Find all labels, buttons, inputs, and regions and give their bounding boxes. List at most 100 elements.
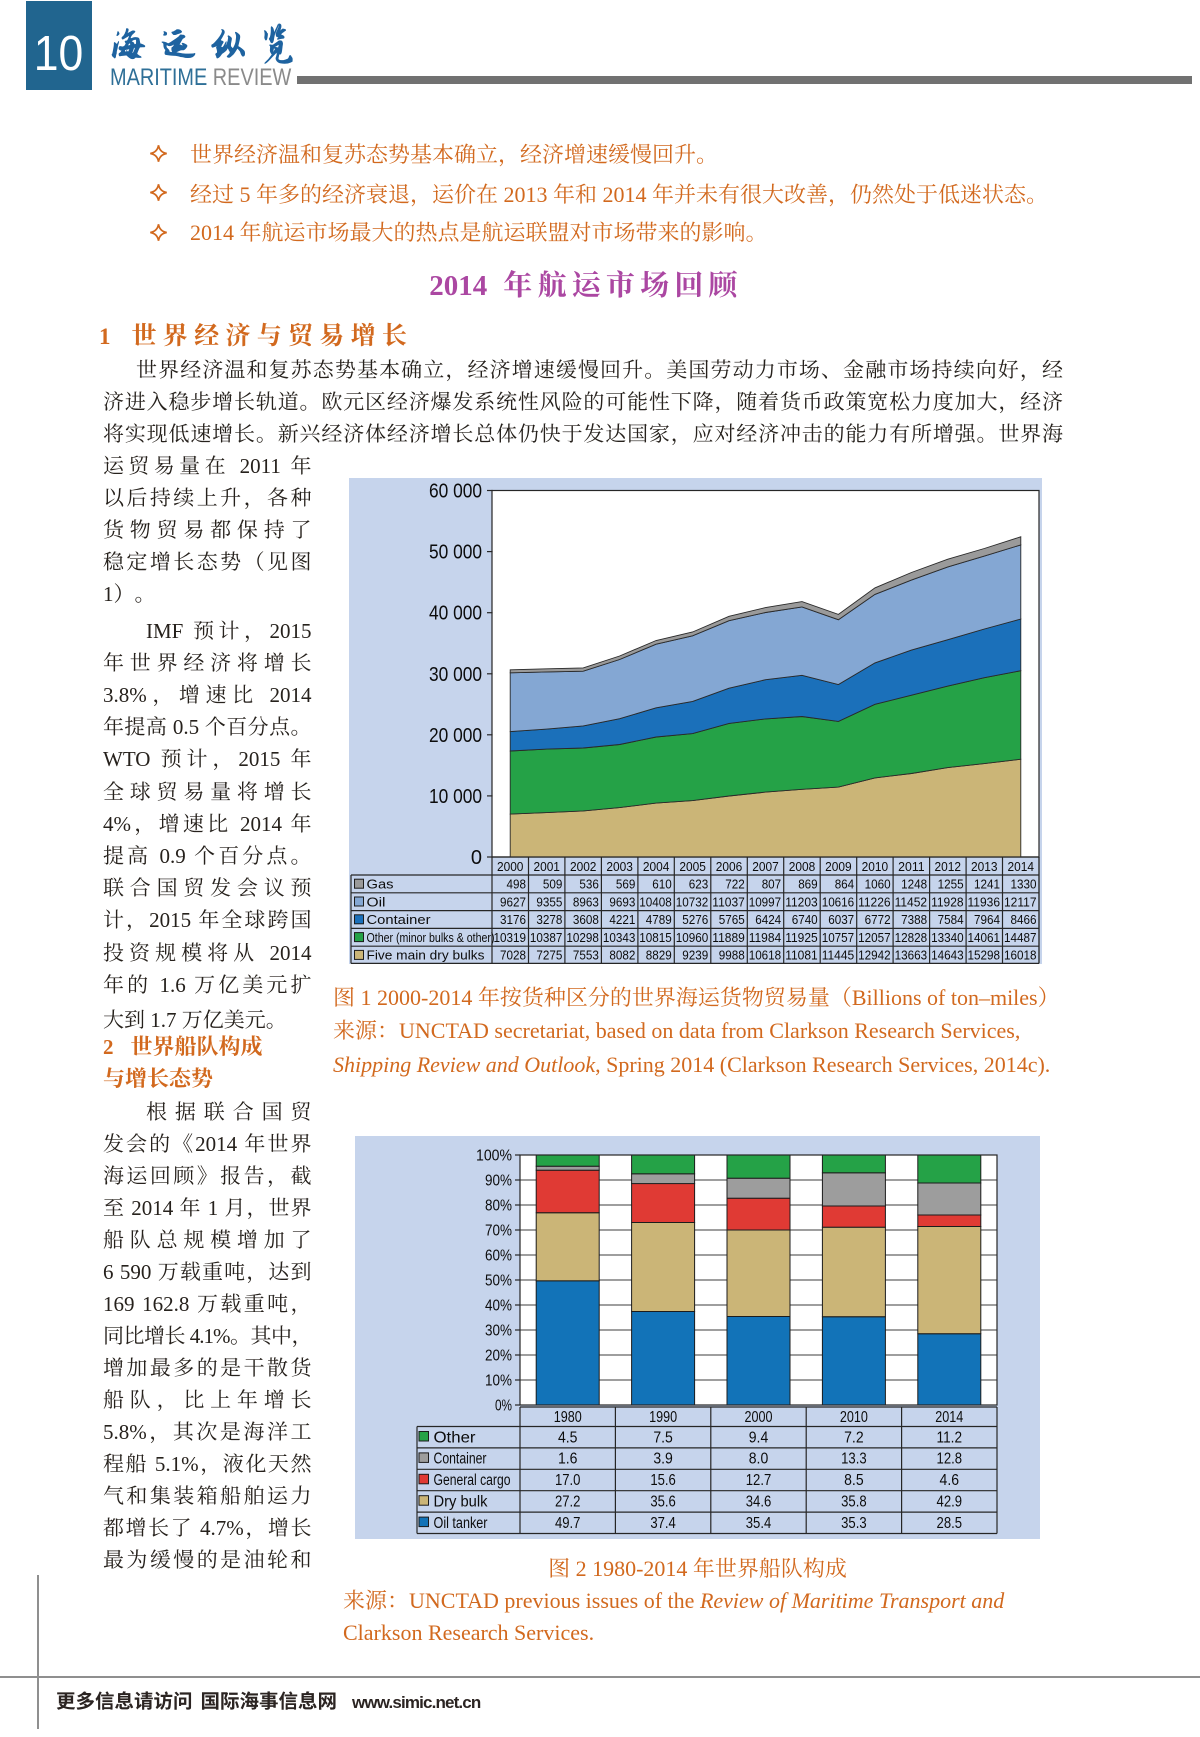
svg-text:4221: 4221 — [609, 912, 635, 927]
svg-text:1.6: 1.6 — [558, 1451, 578, 1468]
svg-text:1060: 1060 — [865, 877, 891, 892]
svg-text:11081: 11081 — [785, 948, 818, 963]
svg-text:2007: 2007 — [752, 859, 779, 874]
svg-text:Gas: Gas — [367, 877, 395, 892]
svg-text:2009: 2009 — [825, 859, 852, 874]
svg-text:2001: 2001 — [533, 859, 560, 874]
svg-text:6740: 6740 — [792, 912, 818, 927]
svg-text:14487: 14487 — [1004, 930, 1037, 945]
svg-text:11889: 11889 — [712, 930, 745, 945]
svg-text:17.0: 17.0 — [555, 1472, 581, 1489]
svg-text:Container: Container — [367, 912, 432, 927]
svg-text:807: 807 — [762, 877, 782, 892]
svg-text:60 000: 60 000 — [429, 481, 482, 503]
svg-text:70%: 70% — [485, 1223, 512, 1240]
svg-text:9988: 9988 — [719, 948, 745, 963]
svg-text:5765: 5765 — [719, 912, 745, 927]
svg-text:9239: 9239 — [682, 948, 708, 963]
svg-text:27.2: 27.2 — [555, 1494, 581, 1511]
svg-text:1330: 1330 — [1011, 877, 1037, 892]
svg-text:16018: 16018 — [1004, 948, 1037, 963]
svg-text:11445: 11445 — [822, 948, 855, 963]
svg-text:4789: 4789 — [646, 912, 672, 927]
svg-text:12828: 12828 — [895, 930, 928, 945]
svg-text:7.2: 7.2 — [844, 1429, 864, 1446]
svg-text:4.5: 4.5 — [558, 1429, 578, 1446]
svg-text:28.5: 28.5 — [937, 1515, 963, 1532]
svg-text:10319: 10319 — [494, 930, 527, 945]
svg-text:40%: 40% — [485, 1298, 512, 1315]
svg-text:2005: 2005 — [679, 859, 706, 874]
svg-text:Other: Other — [434, 1429, 476, 1446]
svg-text:30%: 30% — [485, 1323, 512, 1340]
svg-text:11984: 11984 — [749, 930, 782, 945]
svg-text:6772: 6772 — [865, 912, 891, 927]
svg-text:15298: 15298 — [968, 948, 1001, 963]
svg-text:2004: 2004 — [643, 859, 670, 874]
svg-text:9.4: 9.4 — [749, 1429, 769, 1446]
svg-text:5276: 5276 — [682, 912, 708, 927]
svg-text:2000: 2000 — [497, 859, 524, 874]
svg-text:34.6: 34.6 — [746, 1494, 772, 1511]
svg-text:9355: 9355 — [536, 894, 562, 909]
svg-text:General cargo: General cargo — [434, 1472, 511, 1489]
svg-text:20%: 20% — [485, 1348, 512, 1365]
svg-text:9627: 9627 — [500, 894, 526, 909]
svg-text:12057: 12057 — [858, 930, 891, 945]
svg-text:10960: 10960 — [676, 930, 709, 945]
svg-text:14061: 14061 — [968, 930, 1001, 945]
svg-text:2010: 2010 — [840, 1409, 868, 1426]
svg-text:14643: 14643 — [931, 948, 964, 963]
svg-text:509: 509 — [543, 877, 563, 892]
svg-text:722: 722 — [725, 877, 745, 892]
svg-text:10387: 10387 — [530, 930, 563, 945]
svg-text:90%: 90% — [485, 1173, 512, 1190]
svg-text:10997: 10997 — [749, 894, 782, 909]
svg-text:10 000: 10 000 — [429, 786, 482, 808]
svg-text:11037: 11037 — [712, 894, 745, 909]
svg-text:35.8: 35.8 — [841, 1494, 867, 1511]
svg-text:0%: 0% — [495, 1398, 512, 1415]
svg-text:13340: 13340 — [931, 930, 964, 945]
svg-text:12.7: 12.7 — [746, 1472, 772, 1489]
svg-text:30 000: 30 000 — [429, 664, 482, 686]
svg-text:1990: 1990 — [649, 1409, 677, 1426]
svg-text:20 000: 20 000 — [429, 725, 482, 747]
svg-text:13.3: 13.3 — [841, 1451, 867, 1468]
svg-text:6037: 6037 — [828, 912, 854, 927]
svg-text:Oil: Oil — [367, 894, 386, 909]
svg-text:35.4: 35.4 — [746, 1515, 772, 1532]
svg-text:100%: 100% — [476, 1148, 512, 1165]
svg-text:12117: 12117 — [1004, 894, 1037, 909]
svg-text:80%: 80% — [485, 1198, 512, 1215]
svg-text:2013: 2013 — [971, 859, 998, 874]
svg-text:11226: 11226 — [858, 894, 891, 909]
svg-text:50 000: 50 000 — [429, 542, 482, 564]
svg-text:7553: 7553 — [573, 948, 599, 963]
svg-text:8963: 8963 — [573, 894, 599, 909]
svg-text:3176: 3176 — [500, 912, 526, 927]
svg-text:2003: 2003 — [606, 859, 633, 874]
svg-text:1248: 1248 — [901, 877, 927, 892]
svg-text:498: 498 — [507, 877, 527, 892]
svg-text:50%: 50% — [485, 1273, 512, 1290]
svg-text:10%: 10% — [485, 1373, 512, 1390]
svg-text:35.6: 35.6 — [650, 1494, 676, 1511]
svg-text:10343: 10343 — [603, 930, 636, 945]
svg-text:864: 864 — [835, 877, 855, 892]
svg-text:2012: 2012 — [935, 859, 962, 874]
svg-text:869: 869 — [798, 877, 818, 892]
svg-text:8.5: 8.5 — [844, 1472, 864, 1489]
svg-text:4.6: 4.6 — [940, 1472, 960, 1489]
svg-text:Oil tanker: Oil tanker — [434, 1515, 488, 1532]
svg-text:610: 610 — [652, 877, 672, 892]
svg-text:10408: 10408 — [639, 894, 672, 909]
svg-text:7275: 7275 — [536, 948, 562, 963]
svg-text:13663: 13663 — [895, 948, 928, 963]
svg-text:3278: 3278 — [536, 912, 562, 927]
svg-text:569: 569 — [616, 877, 636, 892]
svg-text:Five main dry bulks: Five main dry bulks — [367, 948, 486, 963]
svg-text:12.8: 12.8 — [937, 1451, 963, 1468]
svg-text:1980: 1980 — [554, 1409, 582, 1426]
svg-text:7028: 7028 — [500, 948, 526, 963]
